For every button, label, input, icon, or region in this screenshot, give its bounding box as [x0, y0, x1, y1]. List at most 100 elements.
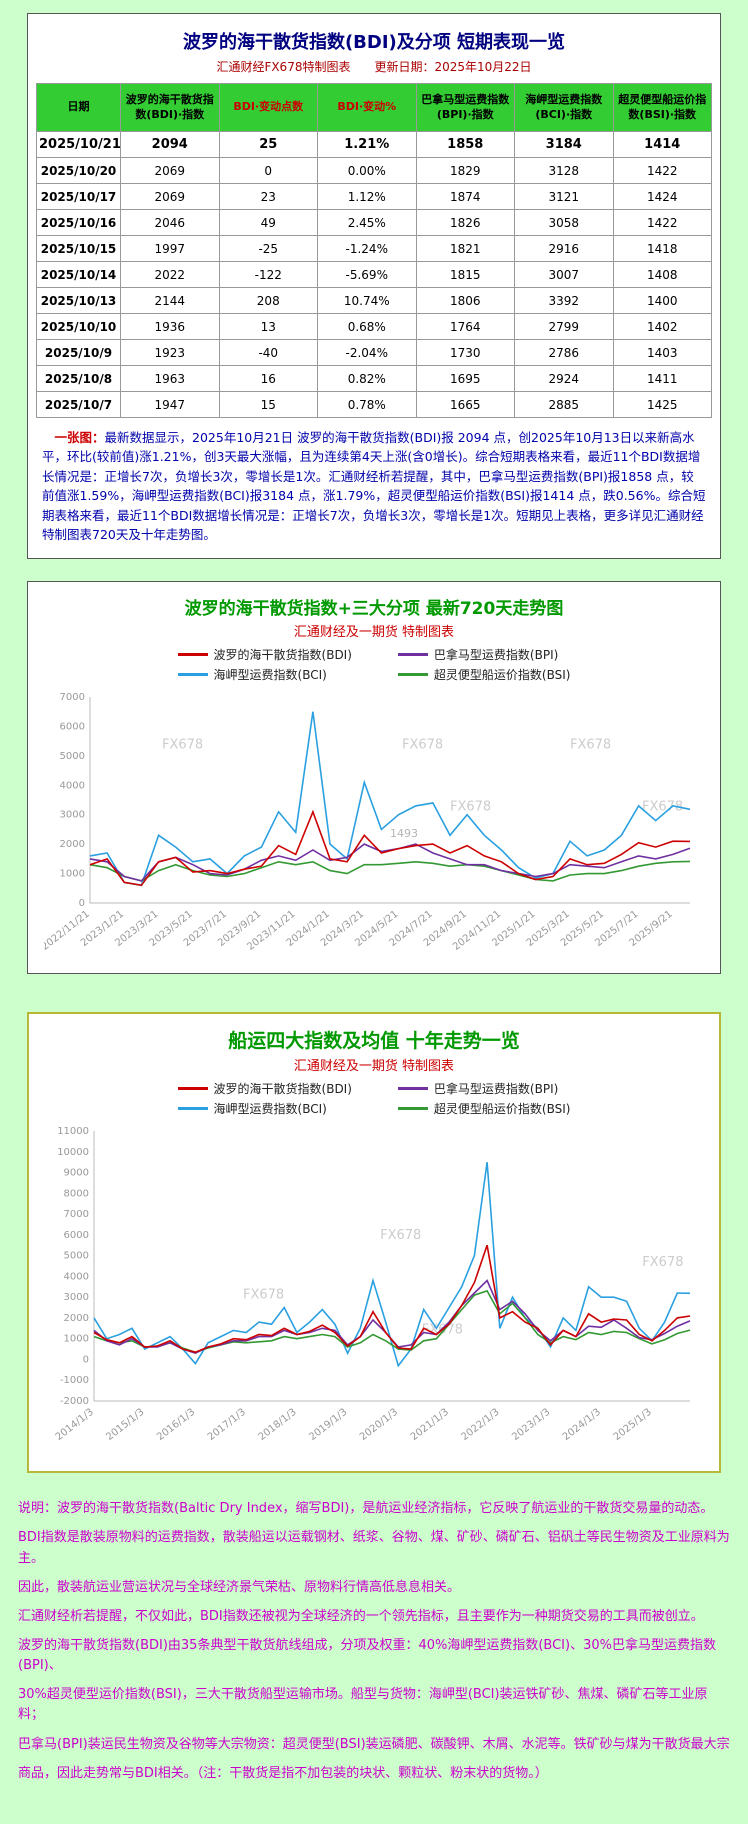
- x-tick-label: 2016/1/3: [155, 1407, 197, 1443]
- table-cell: 2786: [514, 339, 614, 366]
- table-cell: 1821: [415, 235, 515, 262]
- table-cell: 1665: [415, 391, 515, 418]
- table-cell: 2025/10/8: [36, 365, 121, 392]
- footer-line: 商品，因此走势常与BDI相关。（注：干散货是指不加包装的块状、颗粒状、粉末状的货…: [18, 1765, 548, 1781]
- table-cell: 1402: [612, 313, 712, 340]
- y-tick-label: 0: [79, 898, 85, 909]
- table-cell: 3121: [514, 183, 614, 210]
- y-tick-label: 4000: [60, 781, 85, 792]
- chart-10y-section: 船运四大指数及均值 十年走势一览 汇通财经及一期货 特制图表 波罗的海干散货指数…: [27, 1012, 721, 1474]
- table-cell: 23: [218, 183, 318, 210]
- table-cell: 2025/10/7: [36, 391, 121, 418]
- column-header: 超灵便型船运价指数(BSI)·指数: [612, 83, 712, 132]
- footer-line: 因此，散装航运业营运状况与全球经济景气荣枯、原物料行情高低息息相关。: [18, 1579, 461, 1595]
- table-cell: 49: [218, 209, 318, 236]
- legend-item: 波罗的海干散货指数(BDI): [177, 1080, 352, 1097]
- chart-720-title: 波罗的海干散货指数+三大分项 最新720天走势图: [184, 599, 564, 620]
- table-cell: 3058: [514, 209, 614, 236]
- table-cell: 2025/10/9: [36, 339, 121, 366]
- legend-color-line: [177, 653, 208, 657]
- legend-color-line: [397, 673, 428, 677]
- y-tick-label: 6000: [64, 1230, 89, 1241]
- x-tick-label: 2025/1/3: [612, 1407, 654, 1443]
- legend-item: 波罗的海干散货指数(BDI): [177, 646, 352, 663]
- table-row: 2025/10/8 1963 16 0.82% 1695 2924 1411: [36, 365, 712, 392]
- legend-label: 海岬型运费指数(BCI): [213, 668, 327, 683]
- chart-720-svg: 010002000300040005000600070002022/11/212…: [44, 692, 691, 953]
- legend-label: 巴拿马型运费指数(BPI): [433, 1082, 559, 1097]
- footer-line: 说明：波罗的海干散货指数(Baltic Dry Index，缩写BDI)，是航运…: [18, 1501, 714, 1517]
- x-tick-label: 2017/1/3: [206, 1407, 248, 1443]
- series-line: [93, 1162, 691, 1368]
- table-cell: 1923: [120, 339, 220, 366]
- table-cell: 10.74%: [317, 287, 417, 314]
- watermark: FX678: [243, 1288, 284, 1303]
- legend-label: 波罗的海干散货指数(BDI): [213, 1082, 352, 1097]
- table-cell: 1829: [415, 157, 515, 184]
- watermark: FX678: [642, 800, 683, 815]
- table-cell: 2.45%: [317, 209, 417, 236]
- x-tick-label: 2021/1/3: [409, 1407, 451, 1443]
- table-row: 2025/10/13 2144 208 10.74% 1806 3392 1400: [36, 287, 712, 314]
- table-cell: -5.69%: [317, 261, 417, 288]
- x-tick-label: 2023/1/3: [510, 1407, 552, 1443]
- chart-720-subtitle: 汇通财经及一期货 特制图表: [293, 625, 455, 641]
- table-cell: 1806: [415, 287, 515, 314]
- table-cell: 2025/10/21: [36, 131, 121, 158]
- table-row: 2025/10/15 1997 -25 -1.24% 1821 2916 1418: [36, 235, 712, 262]
- table-cell: 2069: [120, 157, 220, 184]
- table-cell: 1422: [612, 209, 712, 236]
- footer-line: 30%超灵便型运价指数(BSI)，三大干散货船型运输市场。船型与货物：海岬型(B…: [18, 1687, 708, 1723]
- footer-line: 波罗的海干散货指数(BDI)由35条典型干散货航线组成，分项及权重：40%海岬型…: [18, 1637, 716, 1674]
- table-cell: 1403: [612, 339, 712, 366]
- column-header: 日期: [36, 83, 121, 132]
- chart-720-legend: 波罗的海干散货指数(BDI) 巴拿马型运费指数(BPI) 海岬型运费指数(BCI) 超…: [177, 646, 571, 683]
- table-cell: -1.24%: [317, 235, 417, 262]
- y-tick-label: 11000: [57, 1126, 89, 1137]
- y-tick-label: 0: [83, 1355, 89, 1366]
- table-cell: 2144: [120, 287, 220, 314]
- table-row: 2025/10/10 1936 13 0.68% 1764 2799 1402: [36, 313, 712, 340]
- y-tick-label: 2000: [60, 839, 85, 850]
- table-cell: -40: [218, 339, 318, 366]
- y-tick-label: 10000: [57, 1147, 89, 1158]
- table-row: 2025/10/17 2069 23 1.12% 1874 3121 1424: [36, 183, 712, 210]
- y-tick-label: 2000: [64, 1313, 89, 1324]
- table-cell: 3392: [514, 287, 614, 314]
- table-row: 2025/10/14 2022 -122 -5.69% 1815 3007 1408: [36, 261, 712, 288]
- watermark: FX678: [642, 1255, 683, 1270]
- footer-line: BDI指数是散装原物料的运费指数，散装船运以运载钢材、纸浆、谷物、煤、矿砂、磷矿…: [18, 1530, 730, 1566]
- table-cell: 2069: [120, 183, 220, 210]
- watermark: FX678: [450, 800, 491, 815]
- table-cell: 208: [218, 287, 318, 314]
- table-cell: 2025/10/17: [36, 183, 121, 210]
- bdi-short-term-section: 波罗的海干散货指数(BDI)及分项 短期表现一览 汇通财经FX678特制图表 更…: [27, 13, 721, 560]
- legend-label: 巴拿马型运费指数(BPI): [433, 648, 559, 663]
- legend-item: 巴拿马型运费指数(BPI): [397, 646, 571, 663]
- chart-10y-legend: 波罗的海干散货指数(BDI) 巴拿马型运费指数(BPI) 海岬型运费指数(BCI) 超…: [177, 1080, 570, 1117]
- summary-note: 一张图：最新数据显示，2025年10月21日 波罗的海干散货指数(BDI)报 2…: [42, 428, 706, 544]
- table-cell: 2025/10/13: [36, 287, 121, 314]
- table-cell: 3128: [514, 157, 614, 184]
- table-cell: -2.04%: [317, 339, 417, 366]
- table-cell: 1.12%: [317, 183, 417, 210]
- table-row: 2025/10/7 1947 15 0.78% 1665 2885 1425: [36, 391, 712, 418]
- y-tick-label: 3000: [60, 810, 85, 821]
- watermark: FX678: [402, 738, 443, 753]
- table-row: 2025/10/9 1923 -40 -2.04% 1730 2786 1403: [36, 339, 712, 366]
- legend-label: 超灵便型船运价指数(BSI): [433, 668, 571, 683]
- table-title: 波罗的海干散货指数(BDI)及分项 短期表现一览: [182, 32, 566, 53]
- chart-annotation: 1493: [390, 827, 418, 840]
- chart-10y-svg: -2000 -1000 0 1000 2000 3000 4000 5000 6000 7000 8…: [54, 1126, 691, 1443]
- table-row: 2025/10/16 2046 49 2.45% 1826 3058 1422: [36, 209, 712, 236]
- y-tick-label: -2000: [60, 1396, 89, 1407]
- table-cell: 1874: [415, 183, 515, 210]
- table-row: 2025/10/21 2094 25 1.21% 1858 3184 1414: [36, 131, 712, 158]
- bdi-table-body: 2025/10/21 2094 25 1.21% 1858 3184 1414 2025/10…: [36, 131, 712, 418]
- y-tick-label: 5000: [60, 751, 85, 762]
- series-line: [89, 711, 691, 887]
- table-cell: 1730: [415, 339, 515, 366]
- table-cell: 1425: [612, 391, 712, 418]
- table-cell: 1936: [120, 313, 220, 340]
- table-cell: 1764: [415, 313, 515, 340]
